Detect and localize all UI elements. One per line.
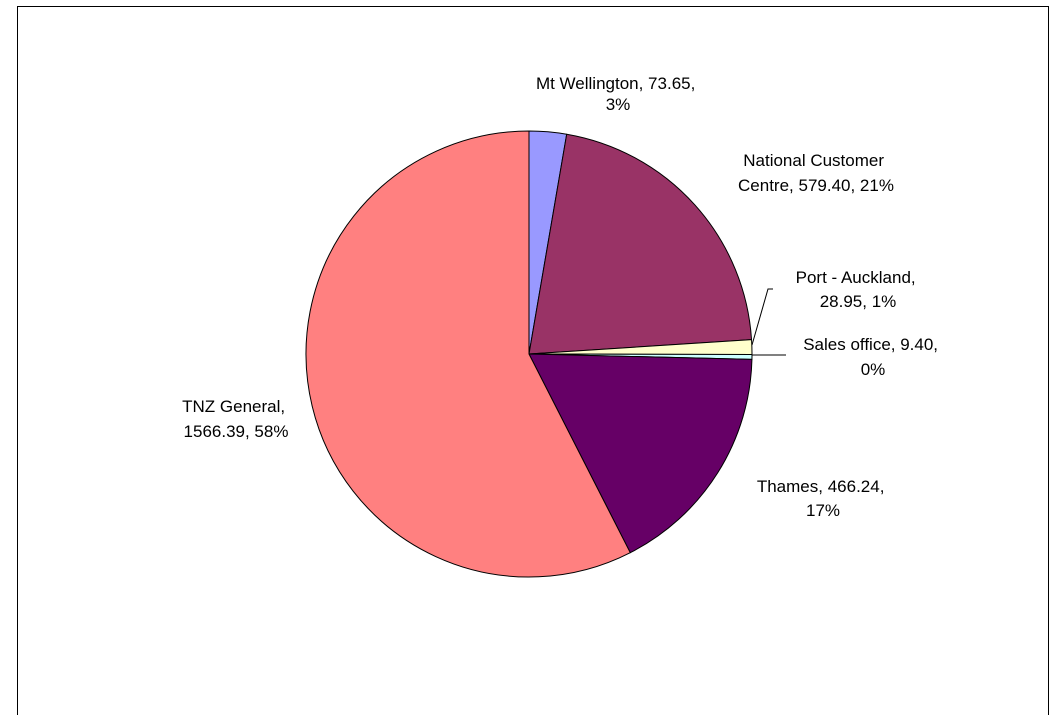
data-label-sales-office: Sales office, 9.40, 0% [803, 335, 943, 379]
pie-slice-national-customer-centre [528, 133, 753, 355]
leader-lines [751, 288, 786, 356]
pie-slices [305, 130, 753, 578]
data-label-mt-wellington: Mt Wellington, 73.65, 3% [536, 74, 700, 114]
data-label-tnz-general: TNZ General, 1566.39, 58% [182, 397, 290, 441]
data-label-thames: Thames, 466.24, 17% [757, 477, 889, 520]
pie-slice-thames [528, 353, 753, 554]
data-label-national-customer-centre: National Customer Centre, 579.40, 21% [738, 151, 894, 195]
pie-slice-tnz-general [305, 130, 631, 578]
data-label-port-auckland: Port - Auckland, 28.95, 1% [796, 268, 921, 311]
leader-line-port-auckland [751, 288, 773, 346]
